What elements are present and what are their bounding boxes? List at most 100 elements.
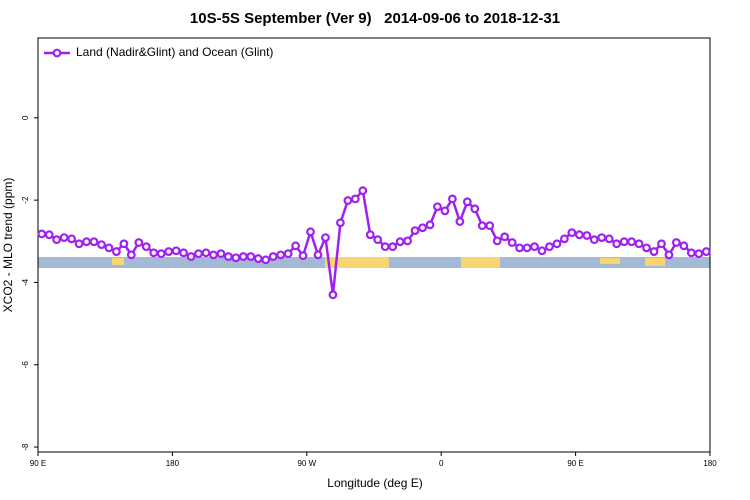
- data-point: [642, 243, 651, 253]
- data-point: [604, 234, 614, 244]
- x-tick-label: 90 W: [297, 459, 316, 468]
- data-point: [261, 255, 271, 265]
- data-point: [231, 253, 241, 263]
- data-point: [477, 221, 487, 231]
- data-point: [462, 197, 472, 207]
- data-point: [223, 252, 233, 261]
- data-point: [440, 206, 450, 216]
- data-point: [418, 223, 427, 233]
- data-point: [485, 221, 495, 231]
- data-point: [410, 226, 420, 235]
- land-band: [645, 258, 665, 266]
- data-point: [545, 242, 554, 252]
- data-point: [657, 239, 666, 249]
- data-point: [171, 246, 181, 256]
- data-point: [313, 250, 323, 260]
- data-point: [507, 238, 517, 247]
- y-tick-label: -8: [21, 443, 30, 451]
- data-point: [627, 237, 636, 247]
- data-point: [522, 243, 532, 253]
- data-point: [111, 247, 121, 256]
- y-tick-label: -2: [21, 196, 30, 204]
- data-point: [104, 243, 114, 253]
- data-point: [433, 202, 442, 212]
- data-point: [74, 239, 84, 249]
- data-point: [515, 243, 524, 253]
- data-point: [164, 247, 174, 256]
- x-tick-label: 90 E: [567, 459, 583, 468]
- land-band: [112, 258, 124, 265]
- data-point: [589, 235, 599, 245]
- y-tick-label: -6: [21, 361, 30, 369]
- data-point: [537, 246, 547, 256]
- x-tick-label: 180: [166, 459, 180, 468]
- data-point: [492, 236, 502, 246]
- data-point: [380, 242, 390, 252]
- data-point: [455, 217, 465, 226]
- data-point: [97, 240, 106, 249]
- chart-title: 10S-5S September (Ver 9) 2014-09-06 to 2…: [190, 10, 560, 27]
- data-point: [89, 237, 99, 247]
- data-point: [388, 242, 398, 252]
- data-point: [530, 242, 539, 252]
- data-point: [238, 252, 248, 261]
- data-point: [298, 251, 308, 261]
- data-point: [649, 247, 659, 256]
- data-point: [403, 236, 413, 246]
- y-tick-label: -4: [21, 278, 30, 286]
- y-tick-label: 0: [21, 115, 30, 120]
- data-point: [500, 232, 510, 242]
- legend-marker: [52, 48, 62, 58]
- data-point: [343, 196, 353, 205]
- data-point: [395, 237, 405, 247]
- data-point: [470, 204, 480, 214]
- data-point: [149, 248, 159, 258]
- data-point: [134, 238, 144, 247]
- data-point: [694, 249, 704, 259]
- data-point: [268, 252, 278, 261]
- land-band: [600, 258, 620, 264]
- x-tick-label: 90 E: [30, 459, 46, 468]
- data-point: [350, 194, 360, 204]
- data-point: [52, 235, 62, 245]
- x-tick-label: 0: [439, 459, 444, 468]
- data-point: [358, 186, 368, 196]
- data-point: [126, 250, 136, 260]
- data-point: [634, 239, 644, 249]
- data-point: [619, 237, 629, 247]
- data-point: [141, 242, 151, 252]
- land-band: [325, 257, 389, 268]
- data-point: [574, 230, 584, 240]
- x-tick-label: 180: [703, 459, 717, 468]
- y-axis-label: XCO2 - MLO trend (ppm): [1, 178, 15, 313]
- data-point: [672, 238, 681, 247]
- data-point: [664, 250, 674, 260]
- data-point: [552, 239, 562, 249]
- legend-label: Land (Nadir&Glint) and Ocean (Glint): [76, 45, 273, 59]
- data-point: [283, 249, 293, 259]
- data-point: [679, 241, 689, 251]
- data-point: [209, 250, 218, 260]
- data-point: [336, 218, 345, 228]
- data-point: [686, 248, 696, 258]
- data-point: [701, 247, 711, 256]
- data-point: [291, 241, 301, 251]
- land-band: [461, 257, 500, 268]
- data-point: [186, 252, 196, 261]
- data-point: [216, 249, 226, 259]
- data-point: [306, 227, 315, 237]
- data-point: [373, 235, 383, 245]
- data-point: [246, 252, 256, 261]
- data-point: [67, 234, 76, 244]
- data-point: [179, 248, 189, 258]
- data-point: [321, 233, 330, 242]
- data-point: [582, 231, 592, 240]
- data-point: [59, 233, 69, 242]
- data-point: [448, 194, 457, 204]
- data-point: [253, 254, 263, 263]
- data-point: [37, 229, 47, 239]
- data-point: [425, 220, 435, 230]
- data-point: [365, 230, 375, 240]
- data-point: [328, 290, 338, 300]
